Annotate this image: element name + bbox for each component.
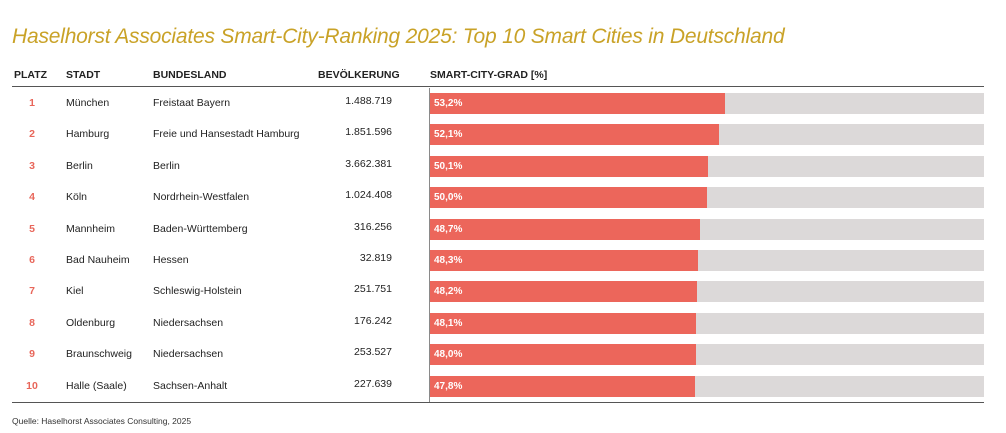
population-cell: 253.527 xyxy=(354,346,392,359)
score-label: 48,7% xyxy=(434,223,463,235)
bar-track: 48,1% xyxy=(430,312,984,334)
city-cell: Berlin xyxy=(66,159,93,172)
population-cell: 1.488.719 xyxy=(345,95,392,107)
table-row: 7 Kiel Schleswig-Holstein 251.751 48,2% xyxy=(0,276,1006,307)
header-population: BEVÖLKERUNG xyxy=(318,69,400,81)
city-cell: Bad Nauheim xyxy=(66,254,130,266)
table-row: 2 Hamburg Freie und Hansestadt Hamburg 1.85… xyxy=(0,119,1006,150)
bar-track: 52,1% xyxy=(430,124,984,146)
rank-cell: 3 xyxy=(29,159,35,172)
header-rule xyxy=(12,86,984,87)
table-row: 4 Köln Nordrhein-Westfalen 1.024.408 50,0% xyxy=(0,182,1006,213)
header-state: BUNDESLAND xyxy=(153,69,227,81)
city-cell: Hamburg xyxy=(66,128,110,141)
bar-track: 50,0% xyxy=(430,187,984,209)
score-label: 52,1% xyxy=(434,129,463,141)
source-note: Quelle: Haselhorst Associates Consulting… xyxy=(12,416,192,426)
score-bar: 48,1% xyxy=(430,312,697,334)
bar-track: 48,2% xyxy=(430,281,984,303)
table-header: PLATZ STADT BUNDESLAND BEVÖLKERUNG SMART… xyxy=(0,69,1006,85)
table-row: 6 Bad Nauheim Hessen 32.819 48,3% xyxy=(0,245,1006,276)
state-cell: Berlin xyxy=(153,159,180,172)
rank-cell: 1 xyxy=(29,97,35,109)
score-bar: 50,0% xyxy=(430,187,707,209)
score-bar: 53,2% xyxy=(430,93,725,114)
rank-cell: 9 xyxy=(29,348,35,361)
state-cell: Niedersachsen xyxy=(153,316,224,329)
population-cell: 1.851.596 xyxy=(345,126,392,139)
rank-cell: 2 xyxy=(29,128,35,141)
chart-title: Haselhorst Associates Smart-City-Ranking… xyxy=(12,25,785,48)
rank-cell: 7 xyxy=(29,285,35,298)
state-cell: Baden-Württemberg xyxy=(153,222,248,235)
population-cell: 32.819 xyxy=(359,252,392,264)
population-cell: 1.024.408 xyxy=(345,189,392,202)
score-bar: 48,2% xyxy=(430,281,698,303)
state-cell: Hessen xyxy=(153,254,189,266)
city-cell: Mannheim xyxy=(66,222,116,235)
header-city: STADT xyxy=(66,69,101,81)
state-cell: Freie und Hansestadt Hamburg xyxy=(153,128,300,141)
header-score: SMART-CITY-GRAD [%] xyxy=(430,69,548,81)
table-row: 8 Oldenburg Niedersachsen 176.242 48,1% xyxy=(0,308,1006,339)
city-cell: Halle (Saale) xyxy=(66,379,127,392)
city-cell: München xyxy=(66,97,110,109)
population-cell: 316.256 xyxy=(354,220,392,233)
rank-cell: 6 xyxy=(29,254,35,266)
state-cell: Schleswig-Holstein xyxy=(153,285,242,298)
table-row: 10 Halle (Saale) Sachsen-Anhalt 227.639 47,8… xyxy=(0,371,1006,402)
bar-track: 50,1% xyxy=(430,155,984,177)
rank-cell: 8 xyxy=(29,316,35,329)
state-cell: Freistaat Bayern xyxy=(153,97,231,109)
score-label: 53,2% xyxy=(434,98,463,109)
score-label: 50,0% xyxy=(434,192,463,204)
bar-track: 53,2% xyxy=(430,93,984,114)
bar-track: 48,7% xyxy=(430,218,984,240)
table-row: 1 München Freistaat Bayern 1.488.719 53,2% xyxy=(0,88,1006,119)
bar-track: 48,3% xyxy=(430,250,984,271)
score-bar: 48,0% xyxy=(430,344,696,366)
city-cell: Braunschweig xyxy=(66,348,132,361)
score-bar: 52,1% xyxy=(430,124,719,146)
score-label: 48,1% xyxy=(434,317,463,329)
population-cell: 227.639 xyxy=(354,377,392,390)
state-cell: Sachsen-Anhalt xyxy=(153,379,228,392)
state-cell: Niedersachsen xyxy=(153,348,224,361)
bar-axis-line xyxy=(429,88,430,402)
table-row: 5 Mannheim Baden-Württemberg 316.256 48,7% xyxy=(0,214,1006,245)
score-bar: 50,1% xyxy=(430,155,708,177)
city-cell: Oldenburg xyxy=(66,316,116,329)
population-cell: 3.662.381 xyxy=(345,157,392,170)
score-label: 48,0% xyxy=(434,349,463,361)
rank-cell: 4 xyxy=(29,191,35,204)
table-row: 9 Braunschweig Niedersachsen 253.527 48,0% xyxy=(0,339,1006,370)
state-cell: Nordrhein-Westfalen xyxy=(153,191,250,204)
footer-rule xyxy=(12,402,984,403)
population-cell: 176.242 xyxy=(354,314,392,327)
population-cell: 251.751 xyxy=(354,283,392,296)
score-label: 48,2% xyxy=(434,286,463,298)
rank-cell: 10 xyxy=(26,379,38,392)
score-bar: 48,7% xyxy=(430,218,700,240)
score-label: 48,3% xyxy=(434,255,463,266)
city-cell: Kiel xyxy=(66,285,84,298)
bar-track: 48,0% xyxy=(430,344,984,366)
rank-cell: 5 xyxy=(29,222,35,235)
bar-track: 47,8% xyxy=(430,375,984,397)
table-row: 3 Berlin Berlin 3.662.381 50,1% xyxy=(0,151,1006,182)
score-label: 47,8% xyxy=(434,380,463,392)
city-cell: Köln xyxy=(66,191,88,204)
score-bar: 47,8% xyxy=(430,375,695,397)
score-label: 50,1% xyxy=(434,160,463,172)
header-rank: PLATZ xyxy=(14,69,48,81)
score-bar: 48,3% xyxy=(430,250,698,271)
